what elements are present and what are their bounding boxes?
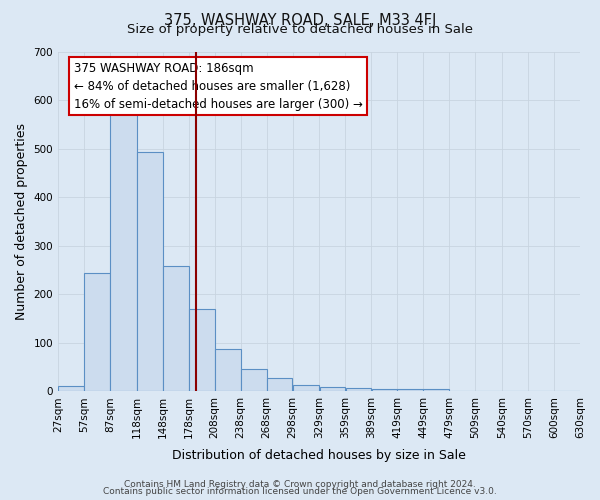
Bar <box>84 274 110 392</box>
Text: 375, WASHWAY ROAD, SALE, M33 4FJ: 375, WASHWAY ROAD, SALE, M33 4FJ <box>164 12 436 28</box>
Bar <box>189 309 215 392</box>
X-axis label: Distribution of detached houses by size in Sale: Distribution of detached houses by size … <box>172 450 466 462</box>
Text: Contains public sector information licensed under the Open Government Licence v3: Contains public sector information licen… <box>103 488 497 496</box>
Bar <box>215 348 241 392</box>
Text: Contains HM Land Registry data © Crown copyright and database right 2024.: Contains HM Land Registry data © Crown c… <box>124 480 476 489</box>
Bar <box>163 266 188 392</box>
Bar <box>110 112 137 392</box>
Y-axis label: Number of detached properties: Number of detached properties <box>15 123 28 320</box>
Text: 375 WASHWAY ROAD: 186sqm
← 84% of detached houses are smaller (1,628)
16% of sem: 375 WASHWAY ROAD: 186sqm ← 84% of detach… <box>74 62 362 110</box>
Bar <box>397 389 423 392</box>
Bar <box>346 388 371 392</box>
Bar <box>320 386 345 392</box>
Bar <box>371 389 397 392</box>
Bar <box>241 368 266 392</box>
Bar <box>293 384 319 392</box>
Bar <box>267 378 292 392</box>
Bar <box>137 152 163 392</box>
Text: Size of property relative to detached houses in Sale: Size of property relative to detached ho… <box>127 22 473 36</box>
Bar <box>424 390 449 392</box>
Bar <box>58 386 84 392</box>
